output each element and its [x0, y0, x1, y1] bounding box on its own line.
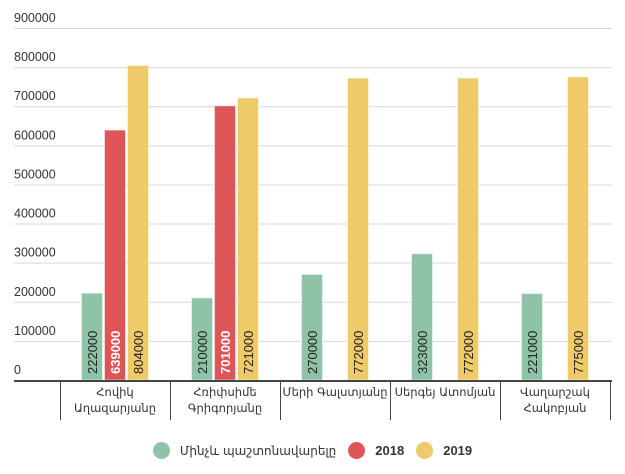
y-tick-label: 200000 [14, 285, 56, 299]
data-label: 721000 [241, 331, 256, 374]
y-tick-label: 600000 [14, 128, 56, 142]
y-tick-label: 500000 [14, 167, 56, 181]
y-tick-label: 300000 [14, 246, 56, 260]
data-label: 772000 [351, 331, 366, 374]
legend-label: 2019 [443, 443, 473, 458]
data-label: 775000 [571, 331, 586, 374]
data-label: 222000 [85, 331, 100, 374]
x-category-label: Հռիփսիմե Գրիգորյանը [188, 385, 262, 415]
y-tick-label: 700000 [14, 89, 56, 103]
legend-label: 2018 [375, 443, 405, 458]
y-axis-ticks: 0 100000 200000 300000 400000 500000 600000 700… [14, 11, 56, 377]
y-tick-label: 800000 [14, 50, 56, 64]
y-tick-label: 400000 [14, 207, 56, 221]
legend-label: Մինչև պաշտոնավարելը [179, 443, 337, 458]
x-category-label-line: Գրիգորյանը [188, 401, 262, 415]
x-category-label: Սերգեյ Ատոմյան [395, 385, 496, 399]
y-tick-label: 100000 [14, 324, 56, 338]
x-axis [14, 380, 612, 420]
legend-item-before-office[interactable]: Մինչև պաշտոնավարելը [152, 442, 337, 459]
data-label: 221000 [525, 331, 540, 374]
x-category-label-line: Մերի Գալստյանը [283, 385, 388, 399]
data-label: 639000 [108, 331, 123, 374]
x-category-label-line: Հռիփսիմե [193, 385, 256, 399]
x-category-label-line: Աղազարյանը [74, 401, 156, 415]
data-label: 270000 [305, 331, 320, 374]
legend-swatch-icon [348, 442, 366, 459]
x-category-label: Վաղարշակ Հակոբյան [520, 385, 590, 415]
x-axis-categories: Հովիկ Աղազարյանը Հռիփսիմե Գրիգորյանը Մերի Գա… [74, 385, 590, 415]
data-label: 210000 [195, 331, 210, 374]
x-category-label: Հովիկ Աղազարյանը [74, 385, 156, 415]
x-category-label-line: Հովիկ [96, 385, 133, 399]
x-category-label-line: Վաղարշակ [520, 385, 590, 399]
legend-item-2018[interactable]: 2018 [348, 442, 404, 459]
data-label: 804000 [131, 331, 146, 374]
y-tick-label: 0 [14, 363, 21, 377]
legend-item-2019[interactable]: 2019 [416, 442, 472, 459]
x-category-label: Մերի Գալստյանը [283, 385, 388, 399]
x-category-label-line: Սերգեյ Ատոմյան [395, 385, 496, 399]
x-category-label-line: Հակոբյան [524, 401, 587, 415]
bars: 222000 639000 804000 210000 701000 721000 2700… [81, 65, 589, 381]
legend: Մինչև պաշտոնավարելը 2018 2019 [0, 442, 625, 459]
data-label: 323000 [415, 331, 430, 374]
legend-swatch-icon [152, 442, 170, 459]
data-label: 772000 [461, 331, 476, 374]
data-label: 701000 [218, 331, 233, 374]
legend-swatch-icon [416, 442, 434, 459]
y-tick-label: 900000 [14, 11, 56, 25]
